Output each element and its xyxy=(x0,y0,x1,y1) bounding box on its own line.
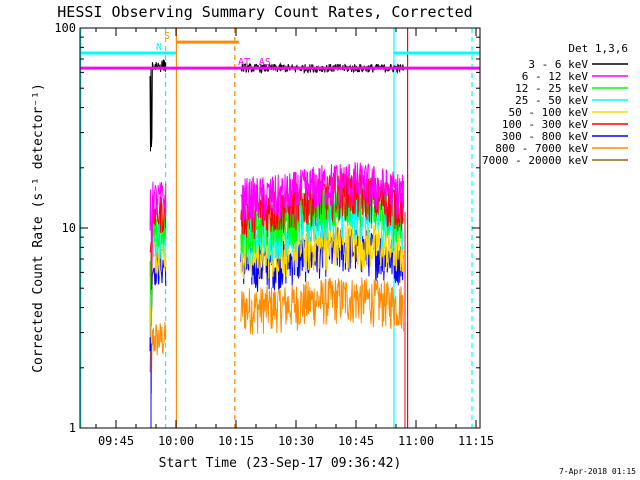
series-trace-1 xyxy=(240,277,404,335)
series-6-12kev xyxy=(149,162,404,275)
y-axis-label: Corrected Count Rate (s⁻¹ detector⁻¹) xyxy=(31,83,46,373)
series-trace-0 xyxy=(149,59,167,152)
x-tick-label-1: 10:00 xyxy=(158,434,194,448)
y-tick-label-2: 100 xyxy=(54,21,76,35)
y-tick-label-1: 10 xyxy=(62,221,76,235)
axes: 1 10 100 09:45 10:00 10:15 10:30 10:45 11:00 11:1… xyxy=(54,21,494,448)
series-trace-0 xyxy=(149,321,167,394)
legend-label-8: 7000 - 20000 keV xyxy=(482,154,588,167)
flag-bars: SN AT AS xyxy=(80,31,480,70)
series-800-7000kev xyxy=(149,277,404,394)
flag-label-3: AT xyxy=(238,57,250,68)
series-3-6kev xyxy=(149,59,404,152)
legend-label-2: 12 - 25 keV xyxy=(515,82,588,95)
x-tick-label-4: 10:45 xyxy=(338,434,374,448)
legend-label-1: 6 - 12 keV xyxy=(522,70,589,83)
series-layer xyxy=(149,59,406,428)
x-tick-label-5: 11:00 xyxy=(398,434,434,448)
x-tick-label-3: 10:30 xyxy=(278,434,314,448)
y-tick-label-0: 1 xyxy=(69,421,76,435)
legend-label-0: 3 - 6 keV xyxy=(528,58,588,71)
footer-date: 7-Apr-2018 01:15 xyxy=(559,467,636,476)
flag-label-0: S xyxy=(164,31,170,42)
legend-label-7: 800 - 7000 keV xyxy=(495,142,588,155)
legend-label-6: 300 - 800 keV xyxy=(502,130,588,143)
x-tick-label-0: 09:45 xyxy=(98,434,134,448)
legend-label-3: 25 - 50 keV xyxy=(515,94,588,107)
x-tick-label-2: 10:15 xyxy=(218,434,254,448)
series-trace-1 xyxy=(240,162,404,226)
x-axis-label: Start Time (23-Sep-17 09:36:42) xyxy=(159,456,402,471)
chart-title: HESSI Observing Summary Count Rates, Cor… xyxy=(57,3,472,21)
legend-label-4: 50 - 100 keV xyxy=(509,106,589,119)
series-trace-1 xyxy=(240,227,404,292)
flag-label-as: AS xyxy=(259,57,271,68)
x-tick-label-6: 11:15 xyxy=(458,434,494,448)
legend-title: Det 1,3,6 xyxy=(568,42,628,55)
series-trace-0 xyxy=(149,181,167,275)
flag-label-1: N xyxy=(156,42,162,53)
legend-label-5: 100 - 300 keV xyxy=(502,118,588,131)
